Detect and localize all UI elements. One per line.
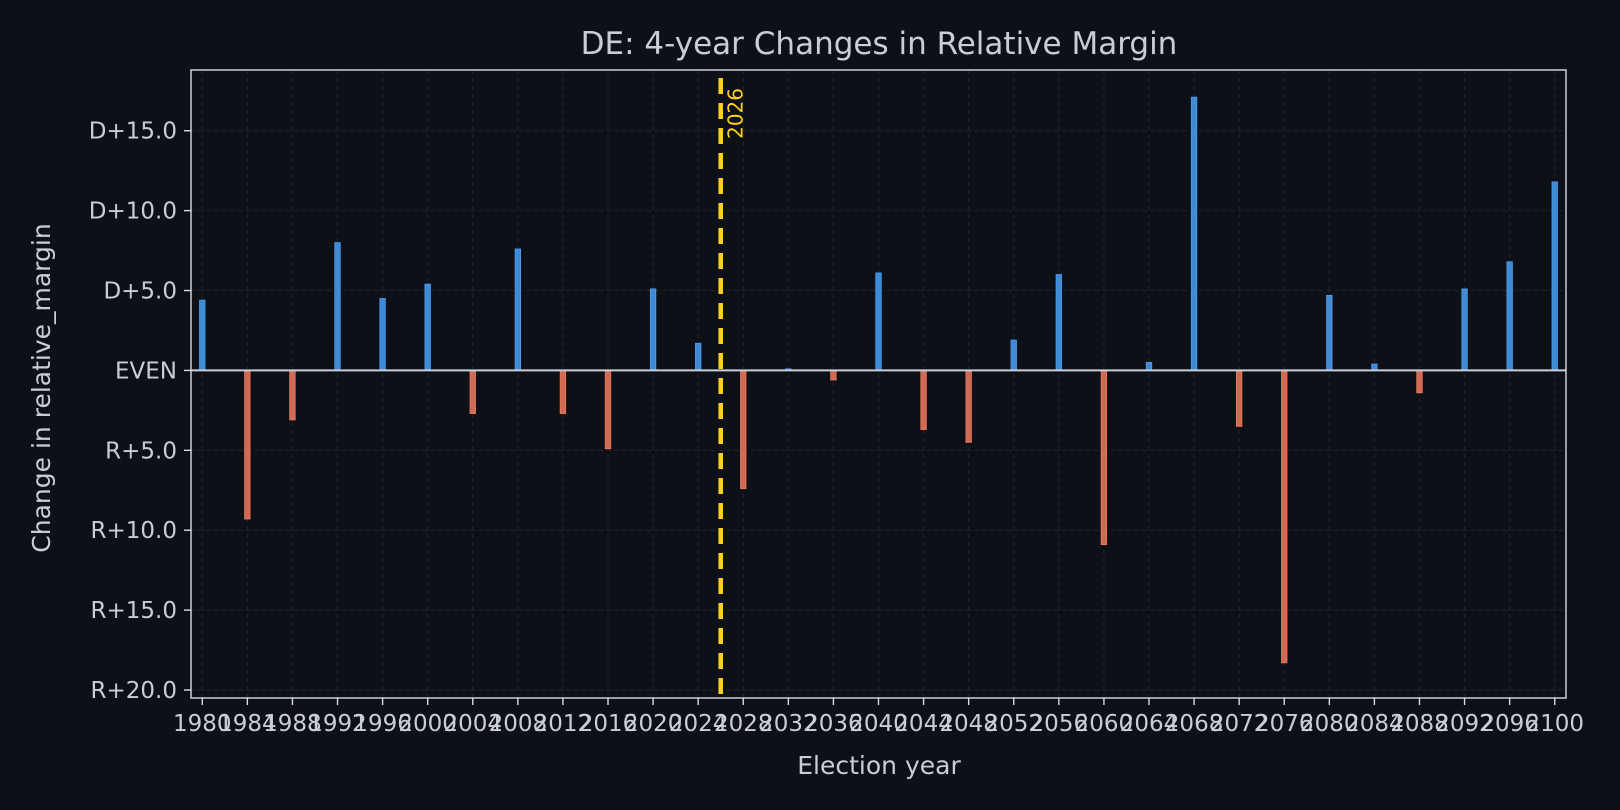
chart-title: DE: 4-year Changes in Relative Margin (581, 26, 1178, 62)
bar-2064 (1145, 362, 1153, 371)
x-tick-label: 1996 (353, 711, 412, 737)
y-tick-label: EVEN (115, 358, 177, 384)
bar-2068 (1190, 96, 1198, 371)
x-tick-label: 2092 (1435, 711, 1494, 737)
x-axis-ticks: 1980198419881992199620002004200820122016… (173, 698, 1584, 737)
y-tick-label: D+10.0 (89, 199, 177, 225)
bar-2004 (469, 370, 476, 414)
bar-2044 (920, 370, 927, 430)
y-tick-label: R+10.0 (91, 518, 177, 544)
x-tick-label: 2084 (1345, 711, 1404, 737)
x-tick-label: 2052 (984, 711, 1043, 737)
x-tick-label: 2004 (443, 711, 502, 737)
x-tick-label: 2008 (489, 711, 548, 737)
y-tick-label: R+5.0 (105, 438, 177, 464)
bar-2052 (1010, 339, 1017, 371)
bar-2056 (1055, 274, 1062, 371)
x-tick-label: 2080 (1300, 711, 1359, 737)
y-tick-label: R+15.0 (91, 598, 177, 624)
x-tick-label: 2060 (1075, 711, 1134, 737)
x-tick-label: 2024 (669, 711, 728, 737)
x-tick-label: 1992 (308, 711, 367, 737)
x-tick-label: 2020 (624, 711, 683, 737)
bar-2092 (1461, 288, 1468, 371)
bar-2060 (1100, 370, 1108, 545)
bar-2080 (1326, 294, 1333, 371)
x-axis-label: Election year (797, 751, 961, 780)
bar-2028 (740, 370, 747, 490)
y-axis-ticks: D+15.0 D+10.0 D+5.0 EVEN R+5.0 R+10.0 R+15.0 R+… (89, 119, 191, 704)
x-tick-label: 2056 (1030, 711, 1089, 737)
bar-1996 (379, 298, 386, 371)
x-tick-label: 2088 (1390, 711, 1449, 737)
bar-2088 (1416, 370, 1423, 394)
x-tick-label: 2036 (804, 711, 863, 737)
bar-1984 (244, 370, 251, 520)
x-tick-label: 2068 (1165, 711, 1224, 737)
x-tick-label: 2000 (398, 711, 457, 737)
x-tick-label: 2032 (759, 711, 818, 737)
x-tick-label: 1984 (218, 711, 277, 737)
x-tick-label: 2100 (1525, 711, 1584, 737)
x-tick-label: 2040 (849, 711, 908, 737)
y-tick-label: D+5.0 (103, 279, 177, 305)
bar-2048 (965, 370, 972, 443)
x-tick-label: 1980 (173, 711, 232, 737)
bar-2012 (559, 370, 567, 414)
bar-1980 (199, 299, 206, 371)
bar-2008 (514, 248, 521, 371)
y-tick-label: R+20.0 (91, 678, 177, 704)
x-tick-label: 2016 (579, 711, 638, 737)
x-tick-label: 2048 (939, 711, 998, 737)
forecast-marker: 2026 (718, 78, 748, 698)
bar-2020 (649, 288, 657, 371)
bar-1988 (289, 370, 296, 421)
x-tick-label: 1988 (263, 711, 322, 737)
x-tick-label: 2076 (1255, 711, 1314, 737)
bar-2076 (1281, 370, 1288, 664)
x-tick-label: 2096 (1480, 711, 1539, 737)
bar-2036 (830, 370, 837, 381)
bar-1992 (334, 242, 341, 371)
x-tick-label: 2028 (714, 711, 773, 737)
bar-2016 (604, 370, 612, 450)
bar-2024 (695, 342, 702, 371)
y-tick-label: D+15.0 (89, 119, 177, 145)
x-tick-label: 2044 (894, 711, 953, 737)
x-tick-label: 2012 (534, 711, 593, 737)
bar-2040 (875, 272, 882, 371)
bar-2096 (1506, 261, 1513, 371)
bar-2072 (1236, 370, 1243, 427)
bar-2100 (1551, 181, 1558, 371)
marker-label: 2026 (724, 88, 748, 139)
x-tick-label: 2072 (1210, 711, 1269, 737)
bar-2000 (424, 283, 431, 371)
x-tick-label: 2064 (1120, 711, 1179, 737)
y-axis-label: Change in relative_margin (27, 223, 56, 552)
